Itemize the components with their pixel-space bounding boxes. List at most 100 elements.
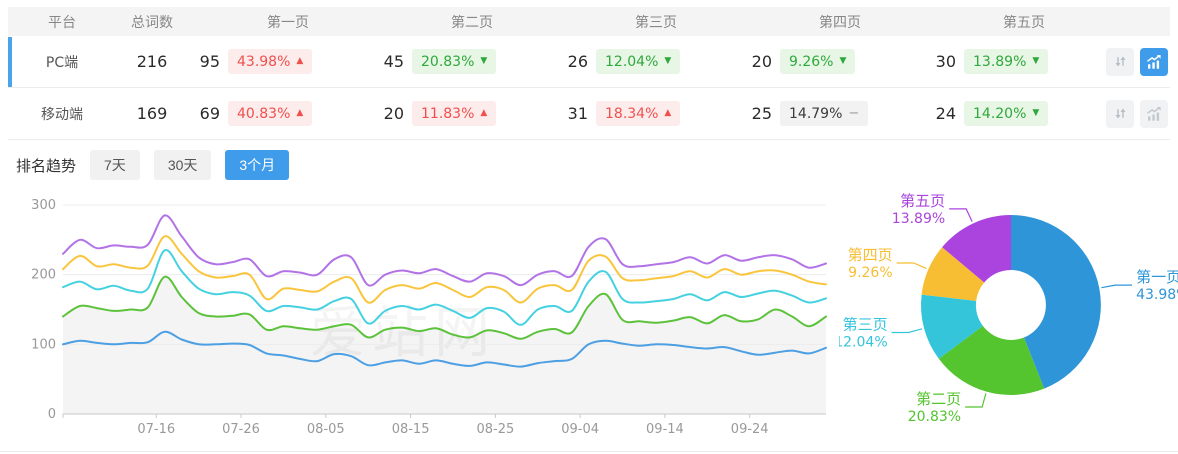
page-2-cell: 45 20.83% ▼ (370, 49, 554, 74)
sort-button[interactable] (1106, 47, 1134, 76)
trend-chart-icon (1147, 106, 1161, 121)
percent-value: 14.20% (973, 105, 1027, 122)
percent-pill-up: 40.83% ▲ (228, 101, 313, 126)
table-header-row: 平台 总词数 第一页 第二页 第三页 第四页 第五页 (8, 7, 1170, 36)
card-bottom-border (0, 451, 1178, 452)
page-2-cell: 20 11.83% ▲ (370, 101, 554, 126)
page-count: 26 (567, 52, 588, 71)
pie-slice-第五页[interactable] (942, 215, 1011, 283)
percent-value: 11.83% (421, 105, 475, 122)
watermark-aizhan: 爱站网 (310, 301, 496, 366)
page-count: 20 (383, 104, 404, 123)
percent-pill-flat: 14.79% − (780, 101, 869, 126)
column-header-1: 总词数 (131, 14, 173, 31)
up-triangle-icon: ▲ (480, 108, 488, 118)
percent-value: 13.89% (973, 53, 1027, 70)
row-actions (1106, 47, 1172, 76)
sort-arrows-icon (1115, 108, 1125, 119)
percent-pill-up: 18.34% ▲ (596, 101, 681, 126)
percent-pill-down: 12.04% ▼ (596, 49, 681, 74)
x-tick-label: 08-15 (392, 422, 430, 437)
percent-value: 40.83% (237, 105, 291, 122)
trend-tab-3个月[interactable]: 3个月 (225, 150, 290, 180)
page-4-cell: 20 9.26% ▼ (738, 49, 922, 74)
table-body: PC端 216 95 43.98% ▲ 45 20.83% ▼ 26 12.04% ▼ 20 9.26%… (8, 36, 1170, 140)
show-trend-chart-button[interactable] (1140, 99, 1168, 128)
percent-value: 20.83% (421, 53, 475, 70)
table-row-mobile[interactable]: 移动端 169 69 40.83% ▲ 20 11.83% ▲ 31 18.34% ▲ 25 14.79… (8, 88, 1170, 140)
pie-label-name: 第一页 (1136, 268, 1178, 286)
pie-label-value: 20.83% (908, 409, 961, 425)
page-count: 24 (935, 104, 956, 123)
pie-label-value: 43.98% (1136, 287, 1178, 303)
platform-name: PC端 (45, 54, 79, 71)
page-count: 30 (935, 52, 956, 71)
percent-pill-up: 11.83% ▲ (412, 101, 497, 126)
page-3-cell: 26 12.04% ▼ (554, 49, 738, 74)
sort-arrows-icon (1115, 56, 1125, 67)
pie-slice-第三页[interactable] (920, 294, 983, 359)
column-header-6: 第五页 (1003, 14, 1045, 31)
x-tick-label: 09-04 (561, 422, 599, 437)
row-actions (1106, 99, 1172, 128)
x-tick-label: 09-24 (731, 422, 769, 437)
page-5-cell: 30 13.89% ▼ (922, 49, 1106, 74)
column-header-3: 第二页 (451, 14, 493, 31)
area-fill (63, 276, 826, 414)
page-count: 69 (199, 104, 220, 123)
x-tick-label: 07-26 (222, 422, 260, 437)
page-4-cell: 25 14.79% − (738, 101, 922, 126)
page-count: 31 (567, 104, 588, 123)
up-triangle-icon: ▲ (664, 108, 672, 118)
percent-value: 14.79% (789, 105, 843, 122)
page-1-cell: 95 43.98% ▲ (186, 49, 370, 74)
pie-label-name: 第四页 (848, 246, 893, 264)
series-line-green (62, 275, 827, 340)
up-triangle-icon: ▲ (296, 56, 304, 66)
percent-value: 12.04% (605, 53, 659, 70)
page-3-cell: 31 18.34% ▲ (554, 101, 738, 126)
trend-chart-icon (1147, 54, 1161, 69)
page-count: 45 (383, 52, 404, 71)
percent-pill-up: 43.98% ▲ (228, 49, 313, 74)
page-5-cell: 24 14.20% ▼ (922, 101, 1106, 126)
trend-tab-7天[interactable]: 7天 (90, 150, 140, 180)
down-triangle-icon: ▼ (1032, 108, 1040, 118)
pie-slice-第一页[interactable] (1011, 215, 1101, 389)
sort-button[interactable] (1106, 99, 1134, 128)
trend-title: 排名趋势 (16, 156, 77, 175)
y-tick-label: 100 (31, 337, 56, 352)
total-words-value: 169 (136, 104, 168, 123)
y-tick-label: 0 (48, 407, 56, 422)
down-triangle-icon: ▼ (1032, 56, 1040, 66)
show-trend-chart-button[interactable] (1140, 47, 1168, 76)
platform-name: 移动端 (41, 106, 83, 123)
column-header-4: 第三页 (635, 14, 677, 31)
pie-label-name: 第三页 (843, 315, 888, 333)
pie-label-value: 9.26% (848, 265, 892, 281)
pie-label-value: 13.89% (892, 211, 945, 227)
pie-slice-第四页[interactable] (921, 247, 985, 301)
series-line-purple (62, 214, 827, 287)
trend-range-tabs: 7天 30天 3个月 (90, 150, 290, 180)
column-header-0: 平台 (48, 14, 76, 31)
rank-trend-line-chart[interactable]: 爱站网 07-16 07-26 08-05 08-15 08-25 09-04 09-14 09… (0, 190, 840, 454)
percent-pill-down: 13.89% ▼ (964, 49, 1049, 74)
table-row-pc[interactable]: PC端 216 95 43.98% ▲ 45 20.83% ▼ 26 12.04% ▼ 20 9.26%… (8, 36, 1170, 88)
series-line-cyan (62, 249, 827, 326)
pie-label-leader (965, 393, 987, 408)
page-count: 20 (751, 52, 772, 71)
percent-pill-down: 9.26% ▼ (780, 49, 856, 74)
pie-label-name: 第二页 (916, 390, 961, 408)
page-count: 95 (199, 52, 220, 71)
trend-toolbar: 排名趋势 7天 30天 3个月 (16, 150, 290, 180)
trend-tab-30天[interactable]: 30天 (153, 150, 212, 180)
down-triangle-icon: ▼ (480, 56, 488, 66)
x-tick-label: 07-16 (137, 422, 175, 437)
pie-slice-第二页[interactable] (938, 325, 1045, 395)
percent-value: 9.26% (789, 53, 834, 70)
column-header-5: 第四页 (819, 14, 861, 31)
x-tick-label: 08-05 (307, 422, 345, 437)
pie-label-leader (949, 208, 973, 222)
